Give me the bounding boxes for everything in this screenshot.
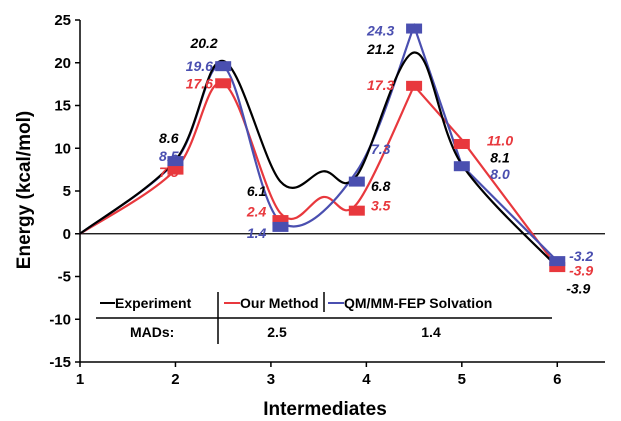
y-tick-label: 20 (54, 55, 71, 72)
mads-label: MADs: (130, 324, 174, 340)
x-tick-label: 5 (458, 371, 466, 388)
tick-labels: -15 -10 -5 0 5 10 15 20 25 1 2 3 4 5 6 (49, 12, 561, 388)
marker-qm-mm-fep-solvation (215, 61, 232, 72)
legend: Experiment Our Method QM/MM-FEP Solvatio… (96, 292, 552, 344)
data-label: -3.9 (566, 280, 590, 296)
y-tick-label: -15 (49, 354, 71, 371)
data-label: 17.6 (186, 75, 213, 91)
marker-qm-mm-fep-solvation (549, 256, 566, 267)
data-label: 8.1 (490, 150, 510, 166)
x-axis-title: Intermediates (263, 399, 387, 420)
mads-value-our-method: 2.5 (267, 324, 287, 340)
data-label: 8.6 (159, 130, 179, 146)
legend-label-qmmm: QM/MM-FEP Solvation (344, 295, 492, 311)
y-tick-label: 25 (54, 12, 71, 29)
series-line-qm-mm-fep-solvation (79, 22, 559, 262)
data-label: 24.3 (366, 22, 394, 38)
x-tick-label: 4 (362, 371, 371, 388)
data-label: 7.3 (371, 141, 391, 157)
y-axis-title: Energy (kcal/mol) (14, 111, 35, 269)
y-tick-label: 15 (54, 98, 71, 115)
data-label: 3.5 (371, 198, 391, 214)
data-label: 11.0 (487, 133, 513, 149)
data-label: 6.1 (247, 183, 267, 199)
marker-our-method (549, 262, 566, 273)
y-tick-label: 0 (63, 226, 71, 243)
marker-qm-mm-fep-solvation (453, 161, 470, 172)
data-label: 17.3 (367, 77, 394, 93)
series-line-our-method (79, 81, 559, 268)
y-tick-label: -10 (49, 311, 71, 328)
marker-our-method (406, 80, 423, 91)
marker-qm-mm-fep-solvation (406, 23, 423, 34)
series-lines (79, 22, 559, 268)
data-label: 20.2 (189, 35, 217, 51)
data-label: 8.5 (159, 148, 179, 164)
series-markers (167, 23, 566, 273)
data-label: 7.5 (159, 164, 179, 180)
x-tick-label: 3 (267, 371, 275, 388)
marker-qm-mm-fep-solvation (272, 221, 289, 232)
data-label: -3.9 (569, 263, 593, 279)
y-tick-label: 5 (63, 183, 71, 200)
data-label: 21.2 (366, 41, 394, 57)
legend-label-our-method: Our Method (240, 295, 319, 311)
legend-label-experiment: Experiment (115, 295, 192, 311)
series-line-experiment (79, 51, 559, 268)
x-tick-label: 2 (171, 371, 179, 388)
marker-our-method (167, 164, 184, 175)
data-label: 1.4 (247, 225, 267, 241)
marker-qm-mm-fep-solvation (167, 156, 184, 167)
marker-our-method (453, 138, 470, 149)
marker-our-method (272, 215, 289, 226)
data-label: -3.2 (569, 248, 593, 264)
marker-our-method (215, 78, 232, 89)
axes (75, 19, 605, 367)
marker-our-method (348, 205, 365, 216)
y-tick-label: -5 (58, 269, 71, 286)
data-label: 2.4 (246, 204, 267, 220)
data-label: 6.8 (371, 178, 391, 194)
x-tick-label: 6 (553, 371, 561, 388)
data-label: 8.0 (490, 166, 510, 182)
x-tick-label: 1 (76, 371, 84, 388)
mads-value-qmmm: 1.4 (421, 324, 441, 340)
data-labels: 20.2 19.617.6 8.6 8.57.5 6.1 2.4 1.4 7.3 6.8 3.5 2… (159, 22, 593, 296)
data-label: 19.6 (186, 58, 213, 74)
marker-qm-mm-fep-solvation (348, 176, 365, 187)
y-tick-label: 10 (54, 140, 71, 157)
